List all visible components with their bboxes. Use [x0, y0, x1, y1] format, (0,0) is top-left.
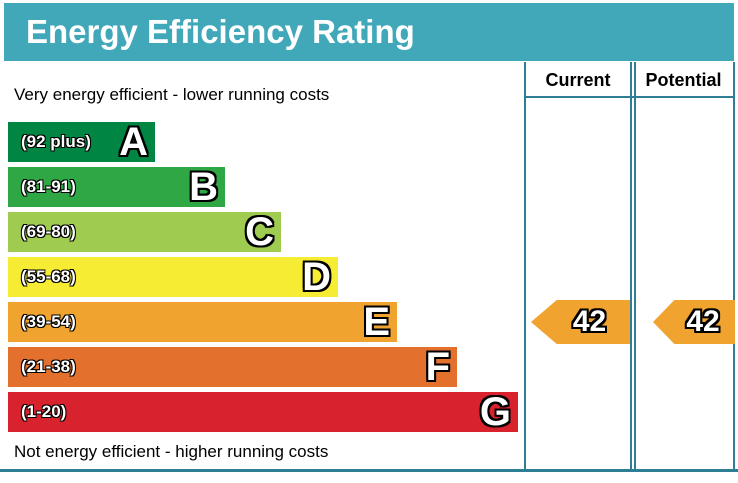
band-letter: F	[425, 345, 450, 389]
bottom-note: Not energy efficient - higher running co…	[14, 442, 329, 461]
band-range-label: (81-91)	[21, 177, 76, 196]
page-title: Energy Efficiency Rating	[26, 13, 415, 50]
band-row: (39-54) E	[8, 302, 397, 342]
band-range-label: (1-20)	[21, 402, 67, 421]
band-letter: G	[479, 390, 511, 434]
band-letter: C	[245, 210, 274, 254]
band-row: (21-38) F	[8, 347, 457, 387]
column-divider	[634, 62, 636, 471]
current-rating-arrow: 42	[531, 300, 630, 344]
band-letter: E	[363, 300, 390, 344]
column-divider	[630, 62, 632, 471]
top-note: Very energy efficient - lower running co…	[14, 85, 330, 104]
potential-rating-arrow: 42	[653, 300, 735, 344]
band-range-label: (39-54)	[21, 312, 76, 331]
band-row: (92 plus) A	[8, 122, 155, 162]
current-rating-value: 42	[572, 305, 607, 338]
column-divider	[524, 62, 526, 471]
band-range-label: (55-68)	[21, 267, 76, 286]
title-bar: Energy Efficiency Rating	[4, 3, 734, 61]
bands: (92 plus) A (81-91) B (69-80) C (55-68) …	[8, 122, 518, 437]
band-letter: A	[119, 120, 148, 164]
band-range-label: (69-80)	[21, 222, 76, 241]
bottom-border	[0, 469, 738, 472]
column-header-potential: Potential	[645, 70, 722, 90]
band-letter: D	[302, 255, 331, 299]
band-range-label: (21-38)	[21, 357, 76, 376]
column-divider	[733, 62, 735, 471]
header-underline	[524, 96, 735, 98]
band-row: (55-68) D	[8, 257, 338, 297]
column-header-current: Current	[545, 70, 611, 90]
band-row: (69-80) C	[8, 212, 281, 252]
potential-rating-value: 42	[686, 305, 720, 338]
band-range-label: (92 plus)	[21, 132, 91, 151]
band-row: (81-91) B	[8, 167, 225, 207]
band-letter: B	[189, 165, 218, 209]
band-row: (1-20) G	[8, 392, 518, 432]
